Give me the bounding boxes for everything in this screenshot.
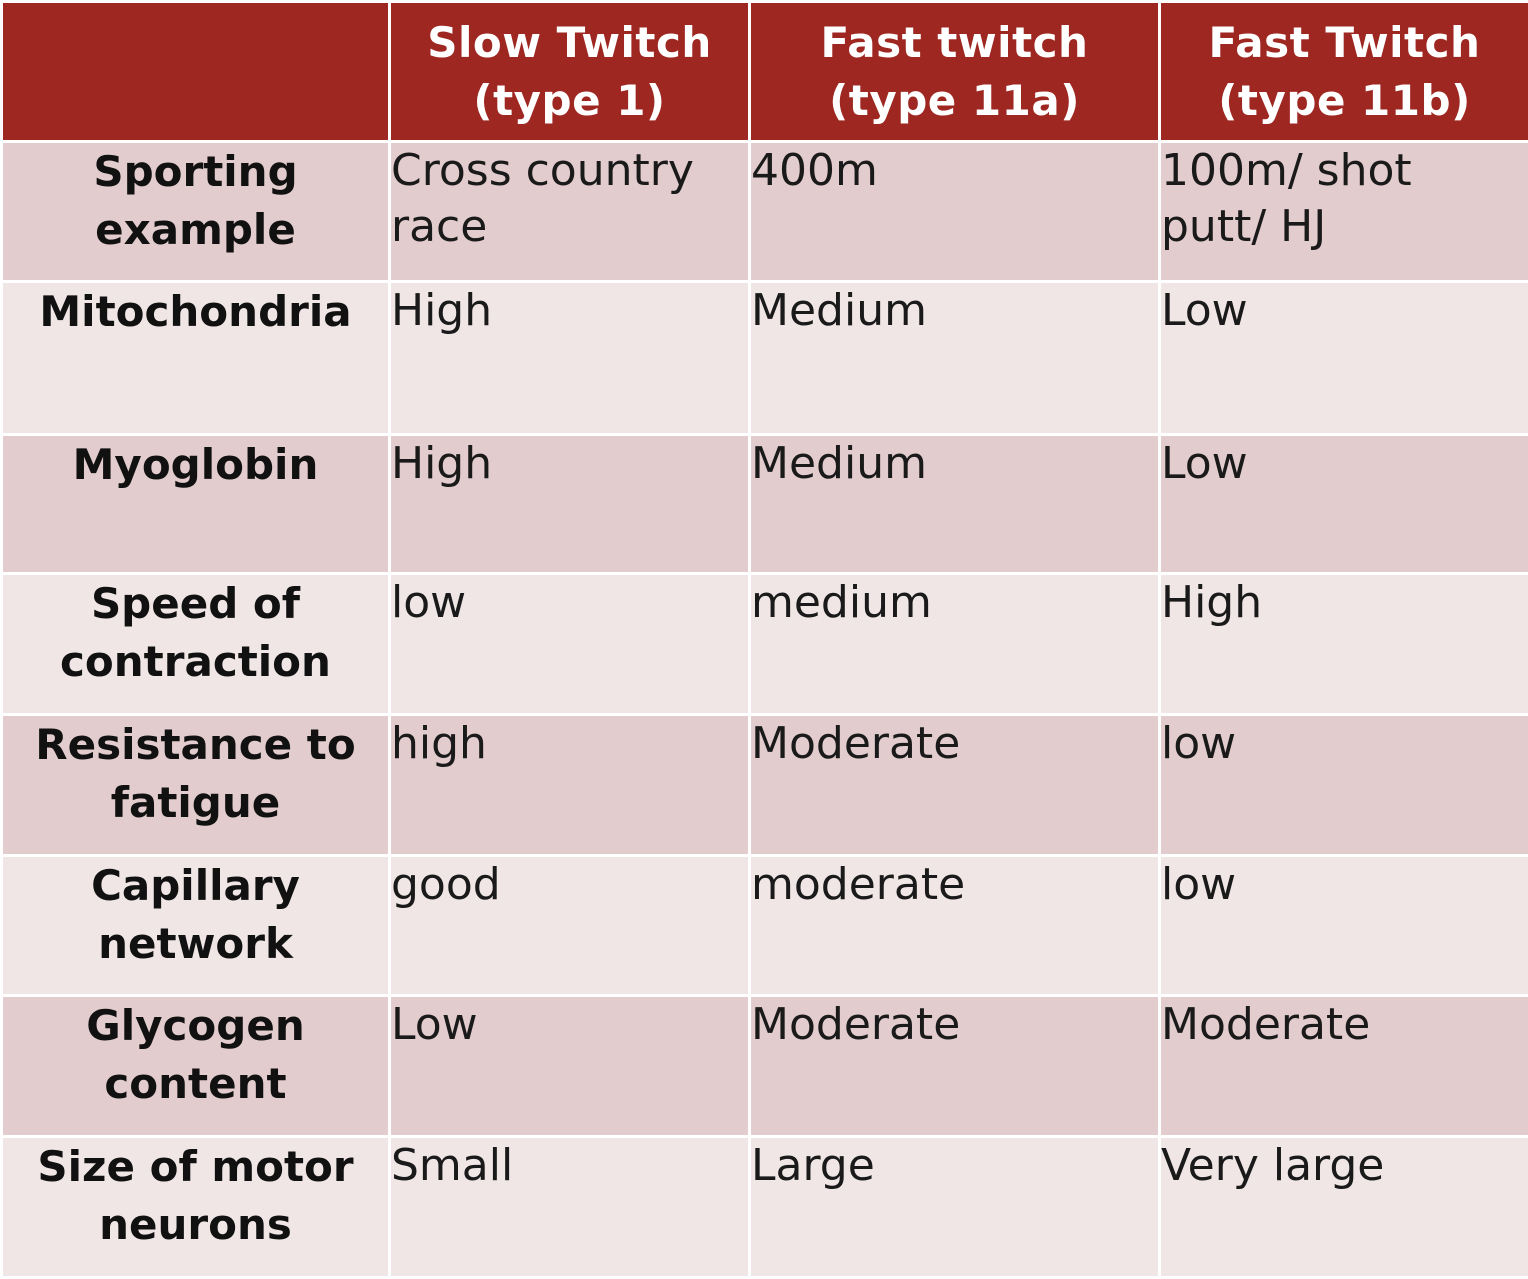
fast-twitch-11a-cell: Medium	[750, 282, 1160, 435]
table-row: Resistance to fatigue high Moderate low	[2, 715, 1528, 856]
slow-twitch-cell: low	[390, 574, 750, 715]
row-label: Mitochondria	[2, 282, 390, 435]
fast-twitch-11b-cell: Low	[1160, 435, 1528, 574]
fast-twitch-11b-cell: Low	[1160, 282, 1528, 435]
row-label: Glycogen content	[2, 996, 390, 1137]
header-slow-twitch: Slow Twitch (type 1)	[390, 2, 750, 142]
slow-twitch-cell: good	[390, 856, 750, 996]
fast-twitch-11a-cell: Medium	[750, 435, 1160, 574]
fast-twitch-11a-cell: moderate	[750, 856, 1160, 996]
table-row: Sporting example Cross country race 400m…	[2, 142, 1528, 282]
row-label: Capillary network	[2, 856, 390, 996]
fast-twitch-11a-cell: Moderate	[750, 715, 1160, 856]
row-label: Myoglobin	[2, 435, 390, 574]
fast-twitch-11a-cell: Moderate	[750, 996, 1160, 1137]
table-row: Glycogen content Low Moderate Moderate	[2, 996, 1528, 1137]
row-label: Resistance to fatigue	[2, 715, 390, 856]
table-row: Speed of contraction low medium High	[2, 574, 1528, 715]
table-row: Mitochondria High Medium Low	[2, 282, 1528, 435]
fast-twitch-11b-cell: 100m/ shot putt/ HJ	[1160, 142, 1528, 282]
slow-twitch-cell: Small	[390, 1137, 750, 1278]
fast-twitch-11b-cell: low	[1160, 856, 1528, 996]
fast-twitch-11a-cell: 400m	[750, 142, 1160, 282]
fast-twitch-11a-cell: Large	[750, 1137, 1160, 1278]
fast-twitch-11a-cell: medium	[750, 574, 1160, 715]
slow-twitch-cell: Low	[390, 996, 750, 1137]
slow-twitch-cell: High	[390, 435, 750, 574]
slow-twitch-cell: High	[390, 282, 750, 435]
slow-twitch-cell: high	[390, 715, 750, 856]
row-label: Sporting example	[2, 142, 390, 282]
row-label: Speed of contraction	[2, 574, 390, 715]
header-fast-twitch-11b: Fast Twitch (type 11b)	[1160, 2, 1528, 142]
fast-twitch-11b-cell: High	[1160, 574, 1528, 715]
header-fast-twitch-11a: Fast twitch (type 11a)	[750, 2, 1160, 142]
table-row: Capillary network good moderate low	[2, 856, 1528, 996]
table-row: Size of motor neurons Small Large Very l…	[2, 1137, 1528, 1278]
row-label: Size of motor neurons	[2, 1137, 390, 1278]
table-header-row: Slow Twitch (type 1) Fast twitch (type 1…	[2, 2, 1528, 142]
fast-twitch-11b-cell: Moderate	[1160, 996, 1528, 1137]
slow-twitch-cell: Cross country race	[390, 142, 750, 282]
fast-twitch-11b-cell: Very large	[1160, 1137, 1528, 1278]
table-row: Myoglobin High Medium Low	[2, 435, 1528, 574]
fast-twitch-11b-cell: low	[1160, 715, 1528, 856]
header-corner-cell	[2, 2, 390, 142]
